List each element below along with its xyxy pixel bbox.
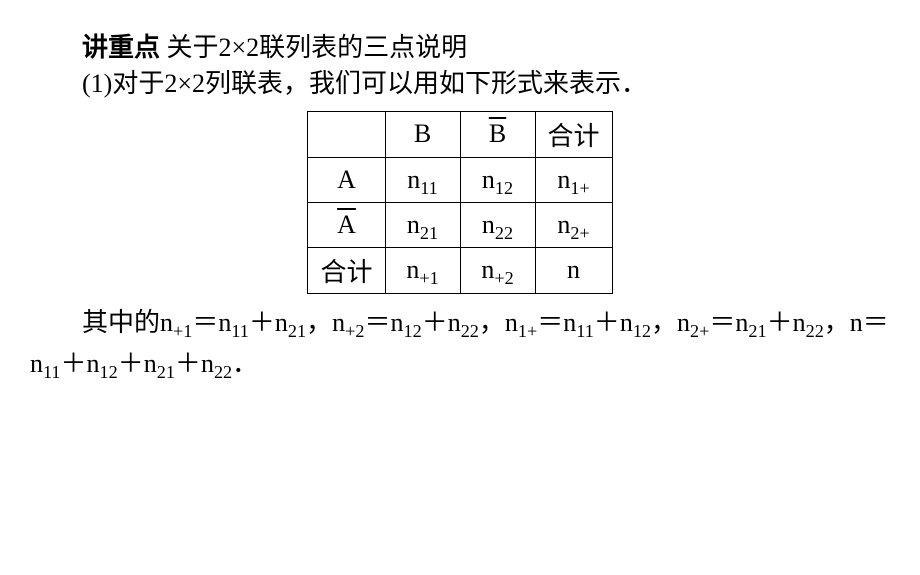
cell-n2plus: n2+ — [535, 202, 612, 247]
table-row: B B 合计 — [308, 111, 612, 157]
cell-n21: n21 — [385, 202, 460, 247]
cell-n22: n22 — [460, 202, 535, 247]
col-header-B: B — [385, 111, 460, 157]
row-header-A: A — [308, 157, 385, 202]
b-bar: B — [489, 119, 506, 148]
table-row: 合计 n+1 n+2 n — [308, 247, 612, 293]
cell-n12: n12 — [460, 157, 535, 202]
heading-title: 关于2×2联列表的三点说明 — [167, 33, 468, 62]
col-header-Bbar: B — [460, 111, 535, 157]
contingency-table-container: B B 合计 A n11 n12 n1+ A n21 n22 n2+ 合计 n+… — [30, 111, 890, 294]
row-header-Abar: A — [308, 202, 385, 247]
cell-empty — [308, 111, 385, 157]
table-row: A n11 n12 n1+ — [308, 157, 612, 202]
heading-bold: 讲重点 — [82, 33, 160, 62]
cell-n1plus: n1+ — [535, 157, 612, 202]
row-header-total: 合计 — [308, 247, 385, 293]
cell-nplus1: n+1 — [385, 247, 460, 293]
cell-n: n — [535, 247, 612, 293]
cell-n11: n11 — [385, 157, 460, 202]
point1-text: (1)对于2×2列联表，我们可以用如下形式来表示． — [30, 66, 890, 102]
a-bar: A — [337, 210, 356, 239]
formula-paragraph: 其中的n+1＝n11＋n21，n+2＝n12＋n22，n1+＝n11＋n12，n… — [30, 302, 890, 385]
heading-line: 讲重点 关于2×2联列表的三点说明 — [30, 30, 890, 66]
col-header-total: 合计 — [535, 111, 612, 157]
cell-nplus2: n+2 — [460, 247, 535, 293]
contingency-table: B B 合计 A n11 n12 n1+ A n21 n22 n2+ 合计 n+… — [307, 111, 612, 294]
table-row: A n21 n22 n2+ — [308, 202, 612, 247]
